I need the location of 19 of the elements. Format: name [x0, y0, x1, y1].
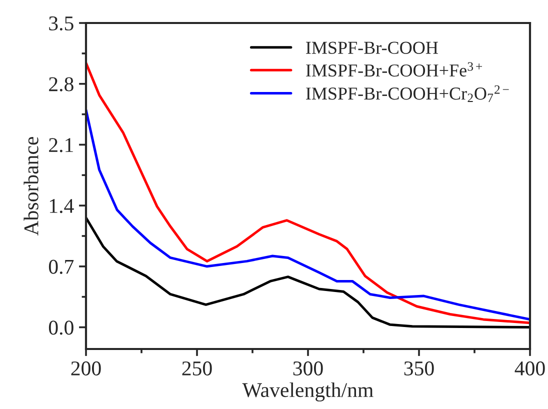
- line-series: [86, 62, 530, 324]
- legend-label: IMSPF-Br-COOH+Fe$^{3+}$: [306, 62, 482, 77]
- legend-label: IMSPF-Br-COOH: [306, 42, 438, 54]
- y-tick-label: 0.7: [48, 260, 74, 274]
- y-tick-label: 2.1: [49, 138, 73, 152]
- x-tick-label: 300: [293, 361, 323, 376]
- line-series: [86, 216, 530, 329]
- y-tick-label: 1.4: [50, 199, 74, 214]
- legend-label: IMSPF-Br-COOH+Cr$_{2}$O$_{7}$$^{2−}$: [306, 85, 509, 102]
- x-tick-label: 400: [514, 361, 545, 376]
- y-tick-label: 0.0: [48, 320, 74, 335]
- line-series: [86, 108, 530, 321]
- x-tick-label: 250: [182, 361, 212, 376]
- x-tick-label: 350: [404, 361, 434, 376]
- x-tick-label: 200: [71, 361, 101, 376]
- y-tick-label: 2.8: [49, 77, 74, 92]
- y-tick-label: 3.5: [49, 16, 74, 31]
- y-axis-title: Absorbance: [24, 136, 38, 236]
- x-axis-title: Wavelength/nm: [242, 382, 374, 402]
